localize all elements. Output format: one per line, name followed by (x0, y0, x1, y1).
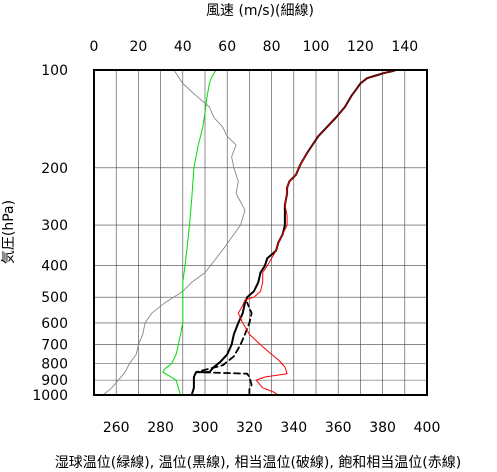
y-tick-label: 800 (41, 357, 68, 373)
equiv-theta-series-line (195, 301, 253, 396)
bottom-tick-label: 380 (369, 420, 396, 436)
tick-labels: 260 280 300 320 340 360 380 400 0 20 40 60 80 100 120 1… (32, 39, 440, 436)
bottom-tick-label: 260 (103, 420, 130, 436)
bottom-tick-label: 400 (414, 420, 441, 436)
theta-overlay-series-line (306, 69, 397, 154)
wind-series-line (102, 69, 246, 396)
y-axis-title: 気圧(hPa) (1, 200, 17, 264)
top-tick-label: 60 (218, 39, 236, 55)
y-tick-label: 600 (41, 316, 68, 332)
top-tick-label: 140 (391, 39, 418, 55)
sat-equiv-theta-series-line (237, 69, 397, 396)
bottom-axis-title: 湿球温位(緑線), 温位(黒線), 相当温位(破線), 飽和相当温位(赤線) (55, 454, 461, 471)
y-tick-label: 200 (41, 161, 68, 177)
y-tick-label: 400 (41, 259, 68, 275)
top-tick-label: 0 (90, 39, 99, 55)
bottom-tick-label: 340 (280, 420, 307, 436)
top-tick-label: 80 (263, 39, 281, 55)
y-tick-label: 1000 (32, 388, 68, 404)
y-tick-label: 500 (41, 290, 68, 306)
bottom-tick-label: 360 (325, 420, 352, 436)
plot-frame (93, 69, 428, 396)
y-tick-label: 700 (41, 338, 68, 354)
y-tick-label: 100 (41, 63, 68, 79)
top-tick-label: 40 (174, 39, 192, 55)
y-tick-label: 900 (41, 373, 68, 389)
bottom-tick-label: 320 (236, 420, 263, 436)
top-tick-label: 20 (129, 39, 147, 55)
grid (93, 69, 428, 396)
y-tick-label: 300 (41, 218, 68, 234)
top-axis-title: 風速 (m/s)(細線) (206, 3, 314, 19)
bottom-tick-label: 280 (147, 420, 174, 436)
top-tick-label: 120 (347, 39, 374, 55)
bottom-tick-label: 300 (192, 420, 219, 436)
wet-bulb-theta-series-line (162, 69, 217, 396)
series-layer (102, 69, 397, 396)
top-tick-label: 100 (303, 39, 330, 55)
